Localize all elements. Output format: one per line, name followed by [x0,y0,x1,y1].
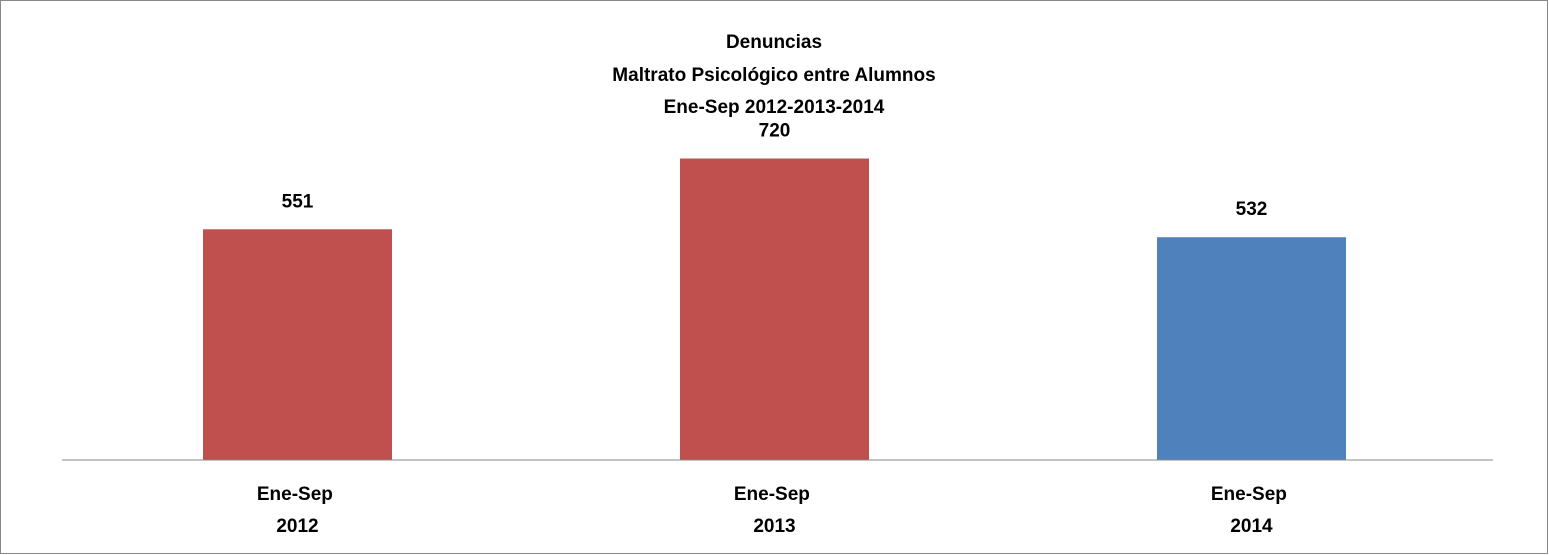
x-tick-label: Ene-Sep 2014 [1211,484,1292,537]
bar [680,158,869,460]
bar [203,229,392,460]
chart-title: Ene-Sep 2012-2013-2014 [664,97,885,118]
bar [1157,237,1346,460]
chart-title: Maltrato Psicológico entre Alumnos [612,65,935,86]
data-label: 551 [282,191,314,212]
data-label: 720 [759,121,791,142]
chart-title: Denuncias [726,32,822,53]
data-label: 532 [1236,199,1268,220]
x-tick-label: Ene-Sep 2013 [734,484,815,537]
x-tick-label: Ene-Sep 2012 [257,484,338,537]
